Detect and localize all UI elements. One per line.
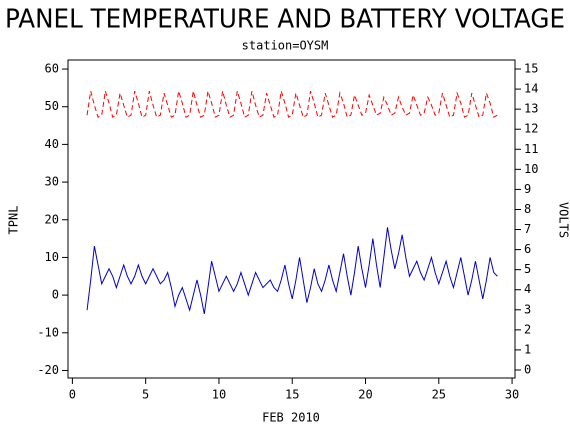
x-axis-label: FEB 2010 [262, 411, 320, 425]
data-line [86, 90, 498, 118]
y-tick-label: 30 [45, 175, 59, 189]
x-tick-label: 10 [212, 388, 226, 402]
y-tick-label: 60 [45, 62, 59, 76]
y-tick-label: 10 [45, 250, 59, 264]
x-tick-label: 20 [358, 388, 372, 402]
x-tick-label: 5 [142, 388, 149, 402]
y2-tick-label: 8 [524, 202, 531, 216]
y2-tick-label: 9 [524, 182, 531, 196]
y-tick-label: -20 [37, 363, 59, 377]
y2-tick-label: 12 [524, 122, 538, 136]
chart-subtitle: station=OYSM [242, 39, 329, 53]
y2-tick-label: 4 [524, 282, 531, 296]
y-tick-label: 50 [45, 99, 59, 113]
x-tick-label: 15 [285, 388, 299, 402]
y2-tick-label: 6 [524, 242, 531, 256]
y-tick-label: 40 [45, 137, 59, 151]
y-tick-label: 20 [45, 212, 59, 226]
y2-tick-label: 2 [524, 322, 531, 336]
plot-frame [67, 59, 516, 379]
x-tick-label: 0 [69, 388, 76, 402]
y2-tick-label: 3 [524, 302, 531, 316]
y-tick-label: 0 [52, 288, 59, 302]
y2-tick-label: 1 [524, 342, 531, 356]
y-tick-label: -10 [37, 325, 59, 339]
y2-tick-label: 14 [524, 82, 538, 96]
x-tick-label: 25 [432, 388, 446, 402]
y2-tick-label: 7 [524, 222, 531, 236]
y2-tick-label: 10 [524, 162, 538, 176]
y2-tick-label: 15 [524, 62, 538, 76]
chart-title: PANEL TEMPERATURE AND BATTERY VOLTAGE [5, 5, 565, 35]
y2-tick-label: 13 [524, 102, 538, 116]
y2-axis-label: VOLTS [557, 202, 570, 238]
data-line [86, 227, 498, 315]
y2-tick-label: 0 [524, 362, 531, 376]
y2-tick-label: 11 [524, 142, 538, 156]
y-axis-label: TPNL [7, 206, 21, 235]
x-tick-label: 30 [505, 388, 519, 402]
y2-tick-label: 5 [524, 262, 531, 276]
